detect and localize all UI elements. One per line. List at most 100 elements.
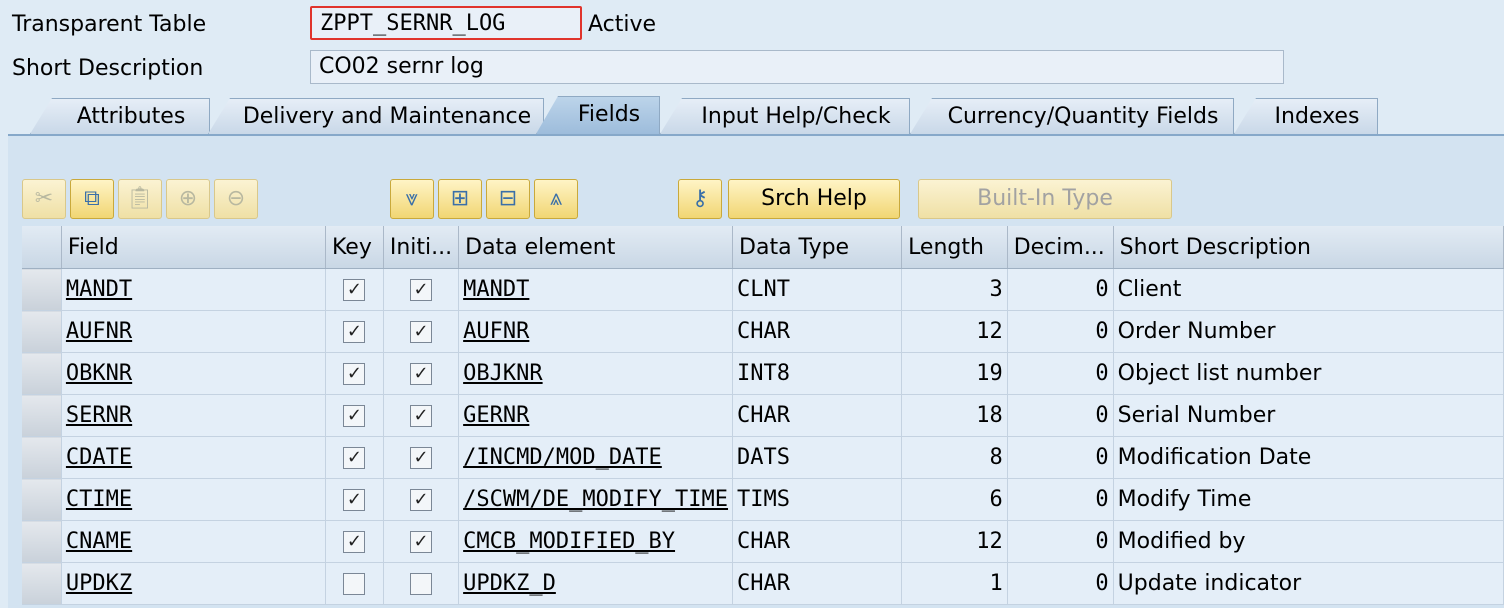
initial-checkbox[interactable]: ✓: [409, 531, 432, 553]
short-description[interactable]: Client: [1113, 268, 1504, 311]
field-name[interactable]: SERNR: [61, 394, 326, 437]
data-type[interactable]: CHAR: [732, 394, 903, 437]
key-checkbox[interactable]: ✓: [343, 489, 366, 511]
col-field-header[interactable]: Field: [61, 226, 326, 269]
length[interactable]: 18: [901, 394, 1008, 437]
table-row[interactable]: CNAME ✓ ✓ CMCB_MODIFIED_BY CHAR 12 0 Modified b…: [22, 520, 1504, 563]
decimals[interactable]: 0: [1007, 310, 1114, 353]
short-description[interactable]: Object list number: [1113, 352, 1504, 395]
short-description[interactable]: Order Number: [1113, 310, 1504, 353]
length[interactable]: 1: [901, 562, 1008, 605]
move-down-icon[interactable]: ⩔: [390, 179, 434, 219]
table-row[interactable]: SERNR ✓ ✓ GERNR CHAR 18 0 Serial Number: [22, 394, 1504, 437]
table-row[interactable]: MANDT ✓ ✓ MANDT CLNT 3 0 Client: [22, 268, 1504, 311]
data-type[interactable]: DATS: [732, 436, 903, 479]
initial-cell[interactable]: ✓: [383, 520, 460, 563]
short-description[interactable]: Serial Number: [1113, 394, 1504, 437]
data-type[interactable]: CHAR: [732, 520, 903, 563]
decimals[interactable]: 0: [1007, 394, 1114, 437]
decimals[interactable]: 0: [1007, 478, 1114, 521]
row-selector-header[interactable]: [22, 226, 62, 269]
move-up-icon[interactable]: ⩓: [534, 179, 578, 219]
row-selector[interactable]: [22, 478, 62, 521]
copy-icon[interactable]: ⧉: [70, 179, 114, 219]
short-description[interactable]: Modified by: [1113, 520, 1504, 563]
col-decimals-header[interactable]: Decim...: [1007, 226, 1114, 269]
tab-input-help-check[interactable]: Input Help/Check: [660, 98, 910, 134]
data-element[interactable]: AUFNR: [458, 310, 734, 353]
table-row[interactable]: CDATE ✓ ✓ /INCMD/MOD_DATE DATS 8 0 Modification…: [22, 436, 1504, 479]
key-checkbox[interactable]: ✓: [343, 279, 366, 301]
paste-icon[interactable]: 📋︎: [118, 179, 162, 219]
delete-row-icon[interactable]: ⊖: [214, 179, 258, 219]
initial-cell[interactable]: ✓: [383, 268, 460, 311]
data-element[interactable]: GERNR: [458, 394, 734, 437]
field-name[interactable]: MANDT: [61, 268, 326, 311]
key-cell[interactable]: ✓: [325, 394, 384, 437]
table-row[interactable]: OBKNR ✓ ✓ OBJKNR INT8 19 0 Object list number: [22, 352, 1504, 395]
length[interactable]: 8: [901, 436, 1008, 479]
tab-attributes[interactable]: Attributes: [30, 98, 210, 134]
key-cell[interactable]: ✓: [325, 436, 384, 479]
key-checkbox[interactable]: ✓: [343, 531, 366, 553]
initial-checkbox[interactable]: ✓: [409, 489, 432, 511]
data-element[interactable]: UPDKZ_D: [458, 562, 734, 605]
row-selector[interactable]: [22, 562, 62, 605]
table-row[interactable]: AUFNR ✓ ✓ AUFNR CHAR 12 0 Order Number: [22, 310, 1504, 353]
data-type[interactable]: INT8: [732, 352, 903, 395]
short-description[interactable]: Update indicator: [1113, 562, 1504, 605]
col-initial-header[interactable]: Initi...: [383, 226, 460, 269]
tab-delivery-maintenance[interactable]: Delivery and Maintenance: [208, 98, 544, 134]
row-selector[interactable]: [22, 520, 62, 563]
length[interactable]: 6: [901, 478, 1008, 521]
short-description[interactable]: Modify Time: [1113, 478, 1504, 521]
length[interactable]: 12: [901, 520, 1008, 563]
builtin-type-button[interactable]: Built-In Type: [918, 179, 1172, 219]
length[interactable]: 19: [901, 352, 1008, 395]
row-selector[interactable]: [22, 352, 62, 395]
table-row[interactable]: UPDKZ UPDKZ_D CHAR 1 0 Update indicator: [22, 562, 1504, 605]
initial-checkbox[interactable]: ✓: [409, 447, 432, 469]
key-checkbox[interactable]: ✓: [343, 405, 366, 427]
data-type[interactable]: CHAR: [732, 562, 903, 605]
field-name[interactable]: UPDKZ: [61, 562, 326, 605]
key-checkbox[interactable]: ✓: [343, 447, 366, 469]
key-cell[interactable]: ✓: [325, 310, 384, 353]
srch-help-button[interactable]: Srch Help: [728, 179, 900, 219]
length[interactable]: 12: [901, 310, 1008, 353]
field-name[interactable]: CNAME: [61, 520, 326, 563]
decimals[interactable]: 0: [1007, 520, 1114, 563]
key-checkbox[interactable]: ✓: [343, 363, 366, 385]
key-icon[interactable]: ⚷: [678, 179, 722, 219]
data-element[interactable]: CMCB_MODIFIED_BY: [458, 520, 734, 563]
data-type[interactable]: CLNT: [732, 268, 903, 311]
field-name[interactable]: OBKNR: [61, 352, 326, 395]
table-name-field[interactable]: ZPPT_SERNR_LOG: [310, 6, 582, 40]
initial-cell[interactable]: [383, 562, 460, 605]
initial-cell[interactable]: ✓: [383, 394, 460, 437]
col-data-element-header[interactable]: Data element: [458, 226, 734, 269]
field-name[interactable]: AUFNR: [61, 310, 326, 353]
tab-indexes[interactable]: Indexes: [1234, 98, 1378, 134]
col-data-type-header[interactable]: Data Type: [732, 226, 903, 269]
data-element[interactable]: OBJKNR: [458, 352, 734, 395]
key-cell[interactable]: ✓: [325, 268, 384, 311]
col-short-desc-header[interactable]: Short Description: [1113, 226, 1504, 269]
short-desc-field[interactable]: CO02 sernr log: [310, 50, 1284, 84]
initial-checkbox[interactable]: [409, 573, 432, 595]
data-element[interactable]: /INCMD/MOD_DATE: [458, 436, 734, 479]
field-name[interactable]: CTIME: [61, 478, 326, 521]
row-selector[interactable]: [22, 394, 62, 437]
field-name[interactable]: CDATE: [61, 436, 326, 479]
cut-icon[interactable]: ✂: [22, 179, 66, 219]
initial-cell[interactable]: ✓: [383, 436, 460, 479]
initial-checkbox[interactable]: ✓: [409, 279, 432, 301]
initial-checkbox[interactable]: ✓: [409, 363, 432, 385]
table-row[interactable]: CTIME ✓ ✓ /SCWM/DE_MODIFY_TIME TIMS 6 0 Modify …: [22, 478, 1504, 521]
initial-cell[interactable]: ✓: [383, 478, 460, 521]
initial-checkbox[interactable]: ✓: [409, 405, 432, 427]
initial-cell[interactable]: ✓: [383, 310, 460, 353]
data-type[interactable]: TIMS: [732, 478, 903, 521]
insert-icon[interactable]: ⊞: [438, 179, 482, 219]
key-checkbox[interactable]: ✓: [343, 321, 366, 343]
